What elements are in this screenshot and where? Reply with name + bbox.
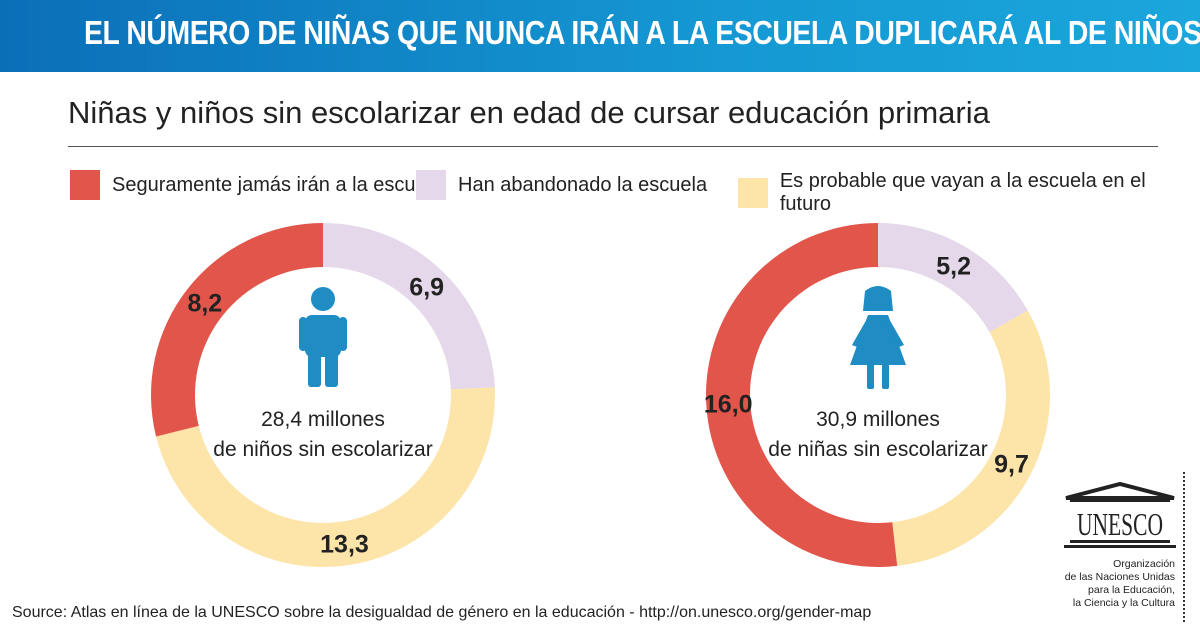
center-label: de niñas sin escolarizar xyxy=(768,438,987,461)
org-line: Organización xyxy=(1113,558,1175,570)
boy-icon xyxy=(299,287,347,387)
legend-label: Es probable que vayan a la escuela en el… xyxy=(779,170,1146,215)
divider xyxy=(68,146,1158,147)
slice-label: 6,9 xyxy=(409,274,444,302)
girl-icon xyxy=(850,286,906,389)
org-line: de las Naciones Unidas xyxy=(1064,571,1175,583)
legend-swatch xyxy=(416,170,446,200)
header-banner: EL NÚMERO DE NIÑAS QUE NUNCA IRÁN A LA E… xyxy=(0,0,1200,72)
donut-slice xyxy=(892,310,1050,566)
legend-swatch xyxy=(738,178,768,208)
page-title: EL NÚMERO DE NIÑAS QUE NUNCA IRÁN A LA E… xyxy=(84,14,1200,51)
legend-item-dropped: Han abandonado la escuela xyxy=(416,170,707,200)
unesco-logo: UNESCO xyxy=(1064,481,1176,548)
unesco-org-name: Organización de las Naciones Unidas para… xyxy=(1065,558,1175,610)
center-label: 28,4 millones xyxy=(261,408,385,431)
org-line: para la Educación, xyxy=(1088,584,1175,596)
slice-label: 8,2 xyxy=(187,290,222,318)
dotted-divider xyxy=(1183,472,1187,622)
slice-label: 9,7 xyxy=(994,450,1029,478)
donut-slice xyxy=(156,387,495,568)
legend-item-never: Seguramente jamás irán a la escuela xyxy=(70,170,442,200)
source-note: Source: Atlas en línea de la UNESCO sobr… xyxy=(12,604,872,621)
center-label: de niños sin escolarizar xyxy=(213,438,432,461)
donut-slice xyxy=(705,223,898,567)
slice-label: 13,3 xyxy=(320,530,369,558)
chart-subtitle: Niñas y niños sin escolarizar en edad de… xyxy=(68,95,990,130)
svg-text:UNESCO: UNESCO xyxy=(1077,506,1163,542)
legend-item-future: Es probable que vayan a la escuela en el… xyxy=(738,170,1200,216)
legend-swatch xyxy=(70,170,100,200)
org-line: la Ciencia y la Cultura xyxy=(1072,597,1175,609)
donut-slice xyxy=(323,223,495,390)
center-label: 30,9 millones xyxy=(816,408,940,431)
slice-label: 16,0 xyxy=(704,390,753,418)
donut-slice xyxy=(150,223,323,437)
legend-label: Han abandonado la escuela xyxy=(458,173,708,196)
donut-slice xyxy=(878,223,1028,333)
legend-label: Seguramente jamás irán a la escuela xyxy=(112,173,443,196)
slice-label: 5,2 xyxy=(936,252,971,280)
